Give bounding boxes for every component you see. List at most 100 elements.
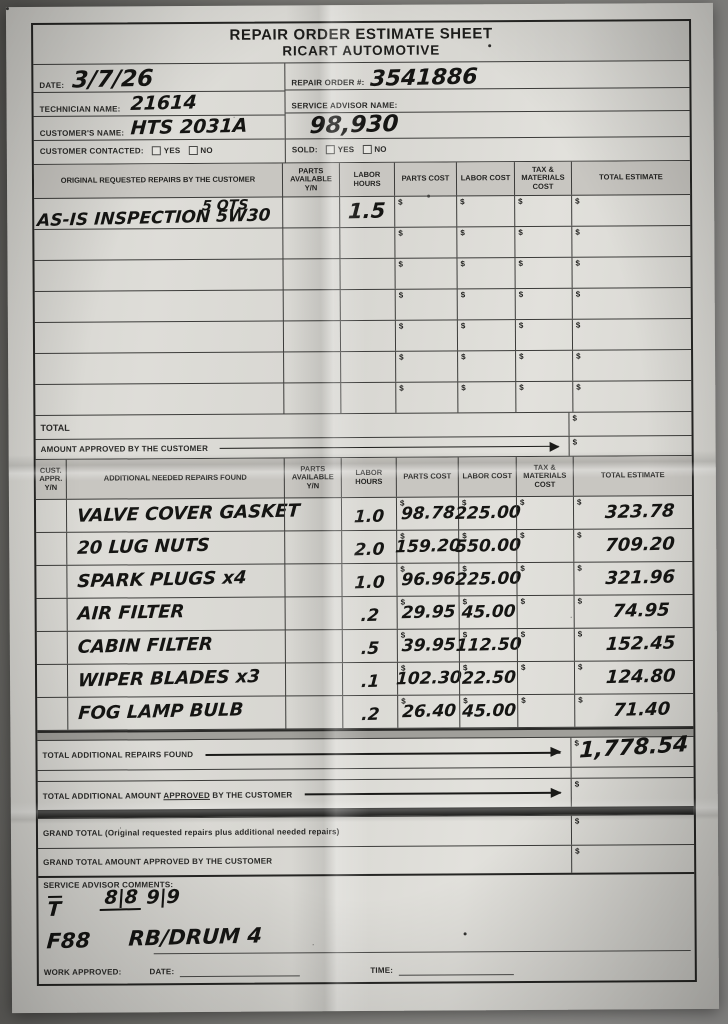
form-title-block: REPAIR ORDER ESTIMATE SHEET RICART AUTOM… (33, 20, 690, 66)
column-header-additional-repairs: ADDITIONAL NEEDED REPAIRS FOUND (65, 458, 284, 499)
column-header-labor-hours: LABOR HOURS (340, 457, 396, 498)
parts-available-cell (283, 498, 342, 531)
parts-cost-value: 102.30 (395, 667, 463, 689)
labor-cost-cell: $ (456, 258, 515, 289)
dollar-sign: $ (519, 498, 525, 508)
description-cell (35, 383, 283, 415)
labor-cost-value: 22.50 (461, 667, 517, 689)
dollar-sign: $ (575, 258, 580, 268)
column-header-parts-available: PARTS AVAILABLE Y/N (283, 458, 341, 498)
parts-available-cell (284, 531, 342, 564)
original-table-row: $ $ $ $ (34, 318, 692, 354)
total-estimate-value: 323.78 (604, 500, 676, 524)
repair-description-value: SPARK PLUGS x4 (76, 567, 248, 593)
total-estimate-cell: $124.80 (573, 660, 694, 694)
dollar-sign: $ (576, 382, 581, 392)
total-estimate-cell: $709.20 (573, 528, 693, 562)
customer-name-field: CUSTOMER'S NAME: HTS 2031A (33, 115, 285, 142)
labor-hours-cell (339, 227, 395, 259)
repair-description-cell: 20 LUG NUTS (66, 531, 285, 565)
date-field: DATE: 3/7/26 (33, 63, 285, 93)
amount-approved-cell: $ (568, 435, 692, 456)
labor-hours-cell (340, 382, 396, 414)
parts-available-cell (282, 259, 340, 290)
description-cell (35, 290, 283, 322)
total-estimate-cell: $ (571, 225, 691, 257)
labor-hours-cell: 1.0 (340, 497, 397, 531)
parts-available-cell (284, 630, 342, 663)
total-label: TOTAL (40, 422, 70, 433)
tax-cost-cell: $ (516, 562, 574, 596)
total-estimate-cell: $ (571, 318, 692, 350)
technician-value: 21614 (129, 91, 198, 116)
dollar-sign: $ (518, 259, 523, 269)
column-header-parts-cost: PARTS COST (393, 162, 457, 196)
total-estimate-cell: $323.78 (572, 495, 693, 529)
parts-available-cell (284, 564, 342, 597)
tax-cost-cell: $ (516, 595, 574, 629)
dollar-sign: $ (460, 228, 465, 238)
labor-cost-value: 45.00 (461, 700, 517, 722)
labor-cost-cell: $45.00 (459, 695, 518, 728)
total-estimate-cell: $ (571, 194, 691, 226)
labor-hours-cell (339, 320, 396, 352)
work-approved-label: WORK APPROVED: (43, 966, 122, 977)
additional-repair-row: FOG LAMP BULB .2 $26.40 $45.00 $ $71.40 (37, 693, 694, 731)
estimate-form: REPAIR ORDER ESTIMATE SHEET RICART AUTOM… (31, 18, 697, 986)
dollar-sign: $ (577, 629, 583, 639)
dollar-sign: $ (577, 662, 583, 672)
parts-cost-cell: $ (395, 351, 458, 382)
dollar-sign: $ (460, 197, 465, 207)
dollar-sign: $ (461, 383, 466, 393)
labor-cost-cell: $112.50 (455, 629, 522, 662)
comment-note: RB/DRUM 4 (127, 923, 263, 951)
tax-cost-cell: $ (515, 381, 573, 413)
dollar-sign: $ (518, 290, 524, 300)
yes-label: YES (163, 146, 181, 156)
arrow-line (220, 441, 560, 452)
parts-cost-value: 98.78 (400, 502, 456, 524)
total-additional-repairs-label: TOTAL ADDITIONAL REPAIRS FOUND (42, 750, 194, 760)
arrow-line (205, 746, 562, 757)
form-subtitle: RICART AUTOMOTIVE (282, 42, 441, 59)
column-header-total-estimate: TOTAL ESTIMATE (570, 160, 691, 195)
approval-cell (36, 500, 66, 532)
labor-cost-cell: $22.50 (458, 662, 518, 695)
total-estimate-value: 152.45 (605, 632, 677, 656)
labor-cost-cell: $ (457, 382, 516, 413)
additional-repair-row: WIPER BLADES x3 .1 $102.30 $22.50 $ $124… (36, 660, 694, 698)
mileage-value: 98,930 (308, 111, 400, 140)
parts-cost-cell: $26.40 (397, 695, 460, 728)
dollar-sign: $ (576, 351, 581, 361)
column-header-original-repairs: ORIGINAL REQUESTED REPAIRS BY THE CUSTOM… (60, 174, 256, 186)
labor-hours-cell: .1 (341, 662, 398, 696)
parts-cost-cell: $159.20 (394, 530, 461, 563)
labor-hours-cell (339, 258, 395, 290)
additional-repair-row: CABIN FILTER .5 $39.95 $112.50 $ $152.45 (36, 627, 693, 665)
customer-contacted-no-checkbox (188, 146, 198, 156)
parts-available-cell (282, 290, 340, 321)
labor-cost-value: 550.00 (454, 534, 522, 557)
column-header-labor-cost: LABOR COST (455, 162, 515, 196)
labor-hours-value: 1.5 (347, 198, 387, 224)
parts-cost-value: 39.95 (400, 634, 456, 656)
repair-description-value: 20 LUG NUTS (76, 534, 211, 559)
dollar-sign: $ (398, 321, 404, 331)
arrow-line (304, 787, 562, 798)
work-approved-row: WORK APPROVED: DATE: TIME: (39, 956, 695, 984)
dollar-sign: $ (460, 321, 466, 331)
description-cell: 5 QTS AS-IS INSPECTION 5W30 (34, 197, 282, 231)
total-estimate-value: 124.80 (605, 665, 677, 689)
total-estimate-cell: $152.45 (573, 627, 693, 661)
labor-cost-value: 45.00 (460, 601, 516, 623)
total-estimate-cell: $ (572, 349, 692, 381)
parts-cost-cell: $102.30 (395, 662, 463, 695)
parts-available-cell (282, 321, 341, 352)
total-additional-approved-row: TOTAL ADDITIONAL AMOUNT APPROVED BY THE … (38, 777, 694, 810)
technician-field: TECHNICIAN NAME: 21614 (33, 91, 285, 118)
repair-description-value: WIPER BLADES x3 (77, 666, 261, 692)
dollar-sign: $ (519, 352, 524, 362)
parts-cost-cell: $39.95 (396, 629, 459, 662)
parts-cost-cell: $98.78 (395, 497, 459, 530)
comment-code: F88 (45, 928, 92, 954)
